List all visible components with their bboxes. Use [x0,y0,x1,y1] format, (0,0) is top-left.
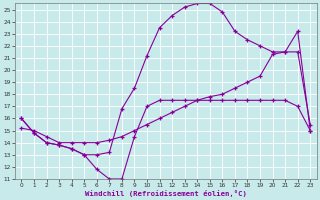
X-axis label: Windchill (Refroidissement éolien,°C): Windchill (Refroidissement éolien,°C) [85,190,247,197]
